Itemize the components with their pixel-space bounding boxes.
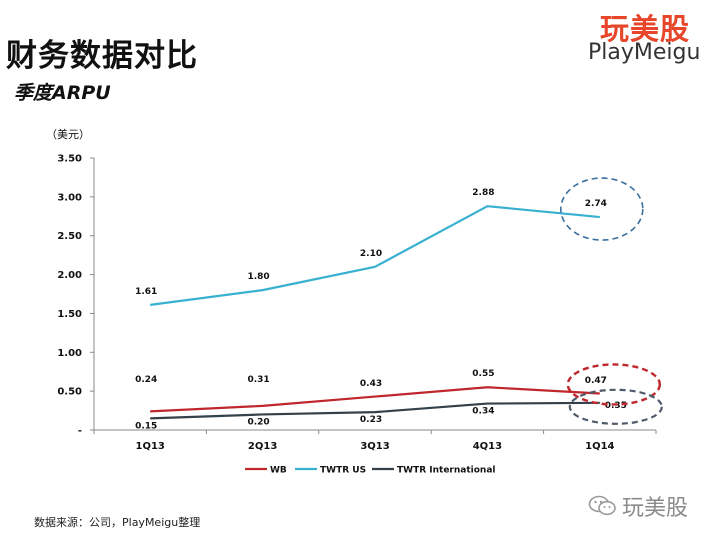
highlight-circle-twtr-international <box>568 388 663 425</box>
data-label-twtr-international: 0.35 <box>605 401 627 411</box>
series-line-twtr-international <box>150 401 600 420</box>
data-label-twtr-international: 0.15 <box>135 421 157 431</box>
legend-label: TWTR US <box>320 466 366 476</box>
highlight-circle-twtr-us <box>559 177 644 241</box>
legend-label: TWTR International <box>397 466 496 476</box>
page-title: 财务数据对比 <box>6 38 198 74</box>
data-label-twtr-us: 2.74 <box>585 199 607 209</box>
y-tick-label: 1.00 <box>57 348 82 359</box>
y-tick-label: 3.00 <box>57 192 82 203</box>
data-label-twtr-us: 2.10 <box>360 249 382 259</box>
logo-text-en: PlayMeigu <box>588 40 701 65</box>
y-tick-label: 0.50 <box>57 387 82 398</box>
data-label-twtr-us: 1.61 <box>135 287 157 297</box>
data-label-wb: 0.43 <box>360 379 382 389</box>
legend-label: WB <box>270 466 287 476</box>
data-label-twtr-international: 0.20 <box>247 417 269 427</box>
x-tick-label: 1Q13 <box>136 441 165 452</box>
data-label-twtr-us: 2.88 <box>472 188 494 198</box>
x-tick-label: 2Q13 <box>248 441 277 452</box>
y-tick-label: 1.50 <box>57 309 82 320</box>
data-label-wb: 0.55 <box>472 369 494 379</box>
chart-subtitle: 季度ARPU <box>14 82 111 104</box>
watermark-text: 玩美股 <box>622 496 689 521</box>
logo-text-cn: 玩美股 <box>600 12 691 46</box>
y-tick-label: 2.00 <box>57 270 82 281</box>
data-label-wb: 0.31 <box>247 375 269 385</box>
data-label-twtr-international: 0.23 <box>360 415 382 425</box>
data-label-wb: 0.24 <box>135 375 157 385</box>
highlight-circle-wb <box>566 363 661 406</box>
y-axis-unit-label: （美元） <box>46 128 90 141</box>
data-label-twtr-us: 1.80 <box>247 272 269 282</box>
y-tick-label: 2.50 <box>57 231 82 242</box>
series-line-wb <box>150 386 600 413</box>
x-tick-label: 3Q13 <box>360 441 389 452</box>
y-tick-label: 3.50 <box>57 154 82 165</box>
data-label-twtr-international: 0.34 <box>472 407 494 417</box>
wechat-icon <box>588 495 616 516</box>
y-tick-label: - <box>78 426 82 437</box>
series-line-twtr-us <box>150 205 600 306</box>
source-note: 数据来源：公司，PlayMeigu整理 <box>34 516 201 529</box>
x-tick-label: 1Q14 <box>585 441 614 452</box>
data-label-wb: 0.47 <box>585 376 607 386</box>
x-tick-label: 4Q13 <box>473 441 502 452</box>
watermark: 玩美股 <box>588 490 688 522</box>
